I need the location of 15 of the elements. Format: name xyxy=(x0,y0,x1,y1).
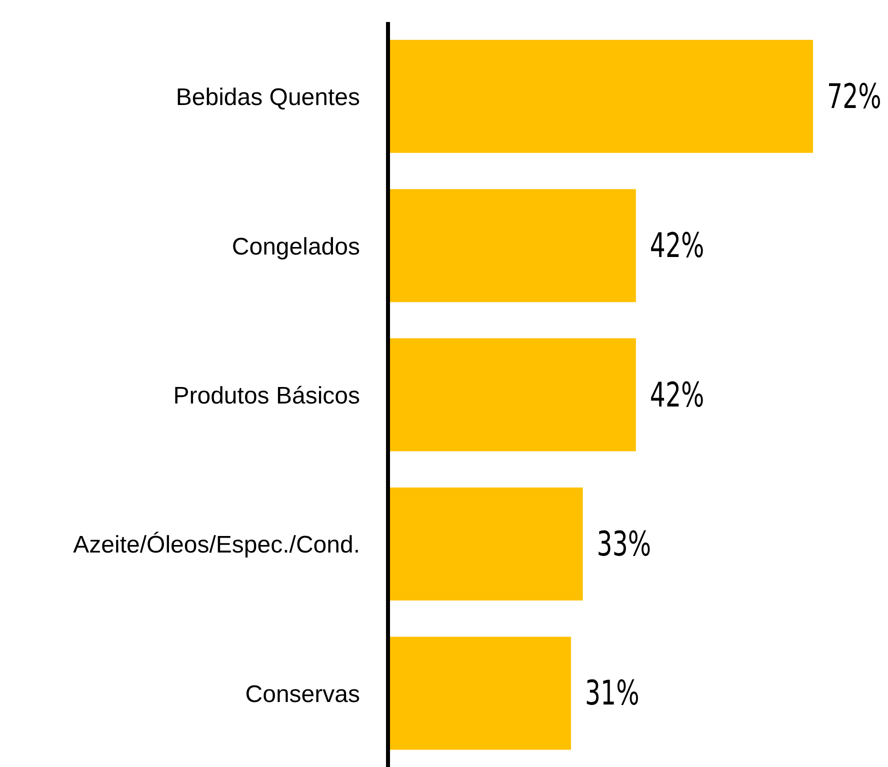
bar xyxy=(388,189,636,302)
y-tick-label: Congelados xyxy=(232,233,360,260)
y-tick-label: Azeite/Óleos/Espec./Cond. xyxy=(73,532,360,559)
bar xyxy=(388,338,636,452)
data-label: 42% xyxy=(650,375,704,414)
data-label: 33% xyxy=(596,524,652,564)
data-label: 42% xyxy=(650,226,704,266)
y-tick-label: Bebidas Quentes xyxy=(176,84,360,112)
y-tick-label: Conservas xyxy=(245,680,360,708)
y-tick-label: Produtos Básicos xyxy=(173,382,360,410)
bar xyxy=(388,488,583,601)
data-label: 31% xyxy=(584,674,640,713)
bar xyxy=(388,636,571,750)
data-label: 72% xyxy=(827,76,882,116)
bar xyxy=(388,40,813,153)
